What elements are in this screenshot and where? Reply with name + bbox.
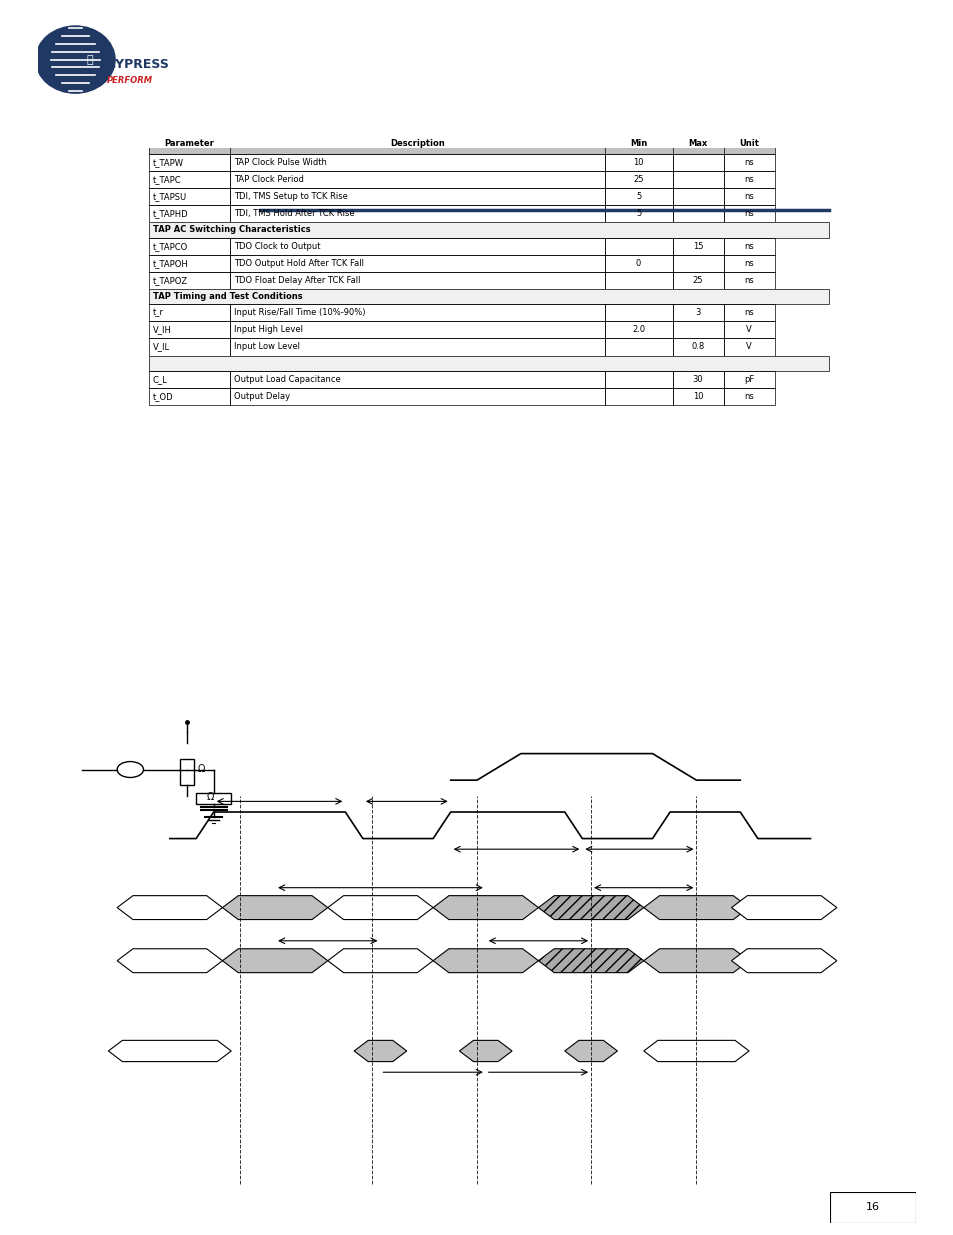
Text: ns: ns <box>743 175 753 184</box>
Text: V_IH: V_IH <box>152 325 172 335</box>
Text: 2.0: 2.0 <box>631 325 644 335</box>
Polygon shape <box>459 1040 512 1062</box>
FancyBboxPatch shape <box>149 356 828 370</box>
FancyBboxPatch shape <box>196 793 231 804</box>
Text: TAP Clock Period: TAP Clock Period <box>233 175 304 184</box>
FancyBboxPatch shape <box>149 289 828 304</box>
Text: Input Low Level: Input Low Level <box>233 342 300 352</box>
Text: t_r: t_r <box>152 309 163 317</box>
Text: 25: 25 <box>692 275 702 285</box>
Text: t_TAPW: t_TAPW <box>152 158 183 167</box>
Text: 10: 10 <box>692 391 702 401</box>
Text: Unit: Unit <box>739 140 759 148</box>
FancyBboxPatch shape <box>722 133 774 154</box>
FancyBboxPatch shape <box>829 1192 915 1223</box>
Text: CYPRESS: CYPRESS <box>107 58 169 72</box>
Text: C_L: C_L <box>152 374 167 384</box>
Text: Max: Max <box>688 140 707 148</box>
Text: TAP Clock Pulse Width: TAP Clock Pulse Width <box>233 158 327 167</box>
Text: Input Rise/Fall Time (10%-90%): Input Rise/Fall Time (10%-90%) <box>233 309 365 317</box>
Text: TDI, TMS Hold After TCK Rise: TDI, TMS Hold After TCK Rise <box>233 209 355 219</box>
Text: ns: ns <box>743 275 753 285</box>
Polygon shape <box>222 948 328 973</box>
Text: 🐕: 🐕 <box>87 54 93 64</box>
Text: TAP AC Switching Characteristics: TAP AC Switching Characteristics <box>152 226 310 235</box>
Text: ns: ns <box>743 309 753 317</box>
Text: ns: ns <box>743 242 753 251</box>
Text: Output Delay: Output Delay <box>233 391 290 401</box>
Polygon shape <box>109 1040 231 1062</box>
Text: t_TAPHD: t_TAPHD <box>152 209 188 219</box>
Text: 3: 3 <box>695 309 700 317</box>
Text: 25: 25 <box>633 175 643 184</box>
Polygon shape <box>433 895 537 920</box>
Text: V: V <box>745 325 751 335</box>
Text: Description: Description <box>390 140 444 148</box>
Text: Output Load Capacitance: Output Load Capacitance <box>233 374 340 384</box>
Text: TDO Clock to Output: TDO Clock to Output <box>233 242 320 251</box>
Text: TAP Timing and Test Conditions: TAP Timing and Test Conditions <box>152 291 302 301</box>
Polygon shape <box>643 895 748 920</box>
Polygon shape <box>537 895 643 920</box>
Polygon shape <box>643 948 748 973</box>
Polygon shape <box>328 948 433 973</box>
Text: Min: Min <box>629 140 646 148</box>
Polygon shape <box>433 948 537 973</box>
Text: 5: 5 <box>636 209 640 219</box>
Polygon shape <box>117 948 222 973</box>
Text: t_TAPCO: t_TAPCO <box>152 242 188 251</box>
Polygon shape <box>731 948 836 973</box>
Text: TDO Output Hold After TCK Fall: TDO Output Hold After TCK Fall <box>233 259 364 268</box>
Polygon shape <box>117 895 222 920</box>
FancyBboxPatch shape <box>672 133 722 154</box>
Polygon shape <box>354 1040 406 1062</box>
Polygon shape <box>643 1040 748 1062</box>
Text: Ω: Ω <box>207 793 213 803</box>
Text: 0: 0 <box>636 259 640 268</box>
Text: t_TAPOH: t_TAPOH <box>152 259 188 268</box>
Text: ns: ns <box>743 209 753 219</box>
FancyBboxPatch shape <box>149 133 231 154</box>
Text: 5: 5 <box>636 193 640 201</box>
Text: V_IL: V_IL <box>152 342 170 352</box>
Text: PERFORM: PERFORM <box>107 77 152 85</box>
Text: 0.8: 0.8 <box>691 342 704 352</box>
Polygon shape <box>222 895 328 920</box>
Circle shape <box>35 26 115 93</box>
Polygon shape <box>537 948 643 973</box>
Text: t_OD: t_OD <box>152 391 172 401</box>
Text: ns: ns <box>743 259 753 268</box>
Text: 15: 15 <box>692 242 702 251</box>
Text: 16: 16 <box>865 1202 879 1213</box>
Text: V: V <box>745 342 751 352</box>
FancyBboxPatch shape <box>180 758 194 785</box>
Text: 30: 30 <box>692 374 702 384</box>
Polygon shape <box>731 895 836 920</box>
Text: Parameter: Parameter <box>165 140 214 148</box>
Text: TDO Float Delay After TCK Fall: TDO Float Delay After TCK Fall <box>233 275 360 285</box>
Text: t_TAPC: t_TAPC <box>152 175 181 184</box>
Text: ns: ns <box>743 391 753 401</box>
FancyBboxPatch shape <box>231 133 604 154</box>
Text: t_TAPOZ: t_TAPOZ <box>152 275 188 285</box>
Text: t_TAPSU: t_TAPSU <box>152 193 187 201</box>
Text: pF: pF <box>743 374 754 384</box>
Text: 10: 10 <box>633 158 643 167</box>
FancyBboxPatch shape <box>604 133 672 154</box>
Text: Input High Level: Input High Level <box>233 325 303 335</box>
FancyBboxPatch shape <box>149 222 828 237</box>
Polygon shape <box>564 1040 617 1062</box>
Text: ns: ns <box>743 193 753 201</box>
Text: Ω: Ω <box>197 764 205 774</box>
Polygon shape <box>328 895 433 920</box>
Text: TDI, TMS Setup to TCK Rise: TDI, TMS Setup to TCK Rise <box>233 193 348 201</box>
Text: ns: ns <box>743 158 753 167</box>
